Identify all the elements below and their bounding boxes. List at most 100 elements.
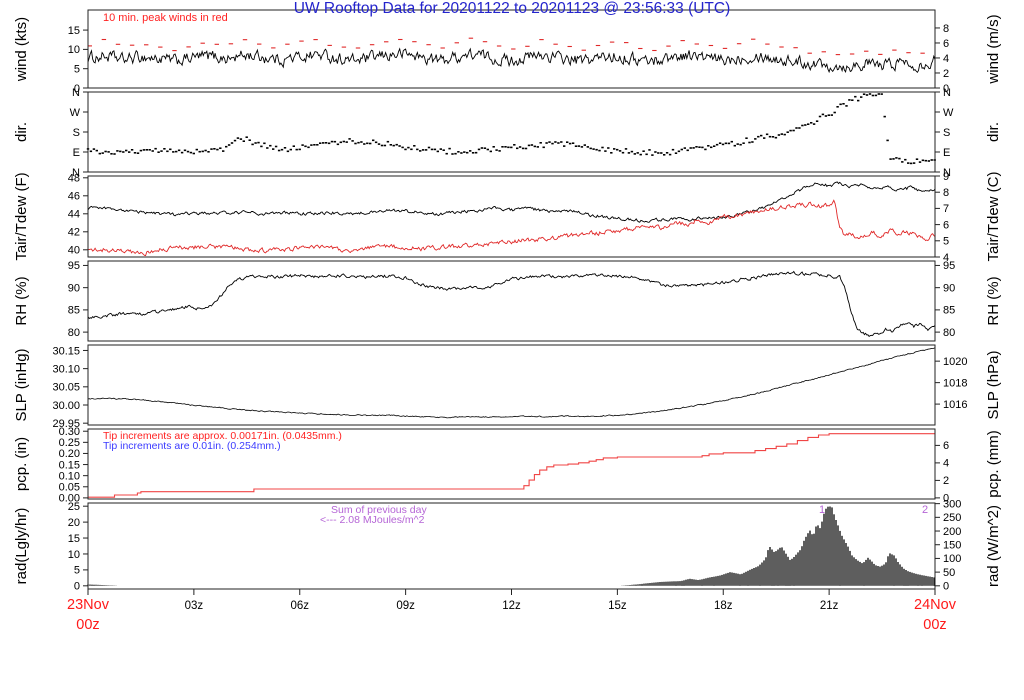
svg-text:95: 95: [68, 260, 80, 272]
rad-panel: 0510152025050100150200250300rad(Lgly/hr)…: [13, 498, 1002, 592]
wind-10min-peaks-kts: [87, 37, 925, 56]
svg-text:85: 85: [68, 305, 80, 317]
svg-text:10: 10: [68, 549, 80, 561]
svg-text:90: 90: [68, 282, 80, 294]
rh-percent: [87, 270, 936, 338]
svg-text:15: 15: [68, 25, 80, 37]
svg-text:S: S: [943, 127, 950, 139]
x-axis: 03z 06z 09z 12z 15z 18z 21z: [87, 589, 936, 612]
svg-text:30.00: 30.00: [52, 400, 80, 412]
slp-frame: [87, 344, 936, 426]
slp-inhg: [87, 347, 936, 419]
svg-text:4: 4: [943, 252, 949, 264]
x-tick-label-21z: 21z: [820, 600, 839, 612]
solar-radiation-lgly: [87, 506, 935, 586]
svg-text:4: 4: [943, 53, 949, 65]
svg-text:150: 150: [943, 540, 961, 552]
pcp-panel: 0.000.050.100.150.200.250.30 0 2 4 6 pcp. (in…: [13, 426, 1002, 505]
svg-text:0: 0: [74, 581, 80, 593]
x-tick-label-18z: 18z: [714, 600, 733, 612]
svg-text:4: 4: [943, 458, 949, 470]
dir-right-axis-label: dir.: [985, 122, 1002, 142]
svg-text:300: 300: [943, 498, 961, 510]
pcp-left-axis-label: pcp. (in): [13, 437, 30, 491]
svg-text:80: 80: [68, 327, 80, 339]
svg-text:25: 25: [68, 501, 80, 513]
x-tick-label-15z: 15z: [608, 600, 627, 612]
x-tick-label-03z: 03z: [185, 600, 204, 612]
svg-text:W: W: [70, 107, 81, 119]
wind-right-axis-label: wind (m/s): [985, 14, 1002, 84]
svg-text:8: 8: [943, 187, 949, 199]
wind-left-axis-label: wind (kts): [13, 17, 30, 82]
svg-text:6: 6: [943, 219, 949, 231]
svg-text:E: E: [73, 147, 80, 159]
x-axis-end-hour: 00z: [923, 617, 947, 633]
dir-left-axis-label: dir.: [13, 122, 30, 142]
pcp-right-axis-label: pcp. (mm): [985, 430, 1002, 498]
svg-text:0.00: 0.00: [59, 493, 80, 505]
svg-text:5: 5: [74, 63, 80, 75]
x-axis-start-hour: 00z: [76, 617, 100, 633]
wind-speed-kts: [87, 47, 936, 74]
svg-text:85: 85: [943, 305, 955, 317]
rad-right-axis-label: rad (W/m^2): [985, 505, 1002, 587]
rh-panel: 80 85 90 95 80 85 90 95 RH (%) RH (%): [13, 260, 1002, 342]
svg-text:15: 15: [68, 533, 80, 545]
slp-panel: 29.95 30.00 30.05 30.10 30.15 1016 1018 1020 SLP…: [13, 344, 1002, 430]
svg-text:1020: 1020: [943, 356, 967, 368]
x-axis-end-date: 24Nov: [914, 597, 956, 613]
svg-text:48: 48: [68, 173, 80, 185]
tair-right-axis-label: Tair/Tdew (C): [985, 171, 1002, 261]
svg-text:50: 50: [943, 567, 955, 579]
x-axis-start-date: 23Nov: [67, 597, 109, 613]
svg-text:6: 6: [943, 440, 949, 452]
svg-text:40: 40: [68, 245, 80, 257]
svg-text:W: W: [943, 107, 954, 119]
svg-text:1016: 1016: [943, 399, 967, 411]
svg-text:N: N: [943, 167, 951, 179]
svg-text:7: 7: [943, 203, 949, 215]
svg-text:0.25: 0.25: [59, 437, 80, 449]
tdew-f: [87, 199, 936, 257]
svg-text:29.95: 29.95: [52, 418, 80, 430]
svg-text:0.10: 0.10: [59, 470, 80, 482]
x-tick-label-09z: 09z: [396, 600, 415, 612]
figure-title: UW Rooftop Data for 20201122 to 20201123…: [293, 0, 731, 17]
x-tick-label-12z: 12z: [502, 600, 521, 612]
svg-text:0: 0: [74, 83, 80, 95]
dir-frame: [87, 91, 936, 173]
svg-text:42: 42: [68, 227, 80, 239]
svg-text:5: 5: [74, 565, 80, 577]
svg-text:9: 9: [943, 171, 949, 183]
svg-text:200: 200: [943, 526, 961, 538]
svg-text:100: 100: [943, 553, 961, 565]
svg-text:0: 0: [943, 493, 949, 505]
rh-right-axis-label: RH (%): [985, 276, 1002, 325]
rh-left-axis-label: RH (%): [13, 276, 30, 325]
svg-text:0: 0: [943, 581, 949, 593]
svg-text:5: 5: [943, 236, 949, 248]
tair-left-axis-label: Tair/Tdew (F): [13, 172, 30, 260]
svg-text:30.15: 30.15: [52, 345, 80, 357]
pcp-frame: [87, 428, 936, 500]
rh-frame: [87, 260, 936, 342]
svg-text:95: 95: [943, 260, 955, 272]
rad-left-axis-label: rad(Lgly/hr): [13, 508, 30, 585]
svg-text:250: 250: [943, 512, 961, 524]
svg-text:2: 2: [943, 475, 949, 487]
svg-text:0.05: 0.05: [59, 482, 80, 494]
slp-right-axis-label: SLP (hPa): [985, 351, 1002, 420]
tair-panel: 40 42 44 46 48 4 5 6 7 8 9 Tair/Tdew (F) Tair/Tdew (…: [13, 171, 1002, 264]
svg-text:8: 8: [943, 23, 949, 35]
svg-text:80: 80: [943, 327, 955, 339]
svg-text:S: S: [73, 127, 80, 139]
svg-text:10: 10: [68, 44, 80, 56]
svg-text:0.20: 0.20: [59, 448, 80, 460]
svg-text:N: N: [72, 87, 80, 99]
svg-text:1018: 1018: [943, 377, 967, 389]
svg-text:0.30: 0.30: [59, 426, 80, 438]
wind-direction-deg: [86, 93, 936, 165]
svg-text:46: 46: [68, 191, 80, 203]
